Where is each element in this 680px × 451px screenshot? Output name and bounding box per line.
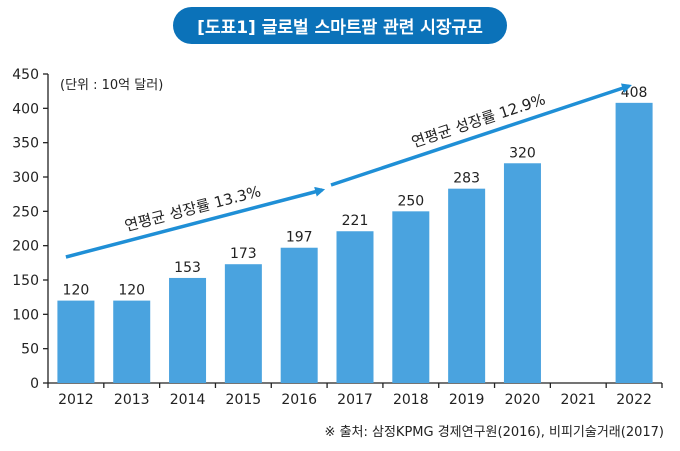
y-tick-label: 200 bbox=[12, 239, 39, 255]
x-tick-label: 2013 bbox=[114, 392, 150, 408]
x-tick-label: 2018 bbox=[393, 392, 429, 408]
growth-arrow bbox=[65, 186, 326, 259]
bar-2022 bbox=[615, 102, 653, 383]
y-tick-label: 350 bbox=[12, 136, 39, 152]
bar-2015 bbox=[224, 264, 262, 383]
data-label-2016: 197 bbox=[286, 230, 313, 246]
bar-2018 bbox=[392, 211, 430, 383]
chart-title: [도표1] 글로벌 스마트팜 관련 시장규모 bbox=[173, 7, 507, 44]
y-tick-label: 0 bbox=[30, 376, 39, 392]
growth-arrow bbox=[330, 83, 632, 187]
bar-2014 bbox=[169, 277, 207, 383]
data-label-2014: 153 bbox=[174, 260, 201, 276]
bar-2016 bbox=[280, 247, 318, 383]
y-tick-label: 300 bbox=[12, 170, 39, 186]
x-tick-label: 2012 bbox=[58, 392, 94, 408]
bar-2020 bbox=[503, 163, 541, 383]
x-tick-label: 2014 bbox=[170, 392, 206, 408]
bar-2019 bbox=[448, 188, 486, 383]
data-label-2020: 320 bbox=[509, 145, 536, 161]
data-label-2015: 173 bbox=[230, 246, 257, 262]
bar-2013 bbox=[113, 300, 151, 383]
x-tick-label: 2019 bbox=[449, 392, 485, 408]
x-tick-label: 2022 bbox=[616, 392, 652, 408]
data-label-2017: 221 bbox=[342, 213, 369, 229]
y-tick-label: 450 bbox=[12, 67, 39, 83]
data-label-2012: 120 bbox=[63, 283, 90, 299]
y-tick-label: 400 bbox=[12, 101, 39, 117]
y-axis: 0 50 100 150 200 250 300 350 400 450 bbox=[12, 67, 49, 392]
data-label-2018: 250 bbox=[397, 193, 424, 209]
y-tick-label: 100 bbox=[12, 307, 39, 323]
x-tick-label: 2017 bbox=[337, 392, 373, 408]
data-label-2019: 283 bbox=[453, 171, 480, 187]
source-note: ※ 출처: 삼정KPMG 경제연구원(2016), 비피기술거래(2017) bbox=[324, 425, 664, 440]
x-tick-label: 2020 bbox=[505, 392, 541, 408]
bar-2012 bbox=[57, 300, 95, 383]
x-tick-label: 2016 bbox=[281, 392, 317, 408]
bar-2017 bbox=[336, 231, 374, 383]
x-tick-label: 2015 bbox=[226, 392, 262, 408]
y-tick-label: 50 bbox=[21, 342, 39, 358]
growth-rate-label: 연평균 성장률 13.3% bbox=[123, 182, 263, 235]
y-tick-label: 250 bbox=[12, 204, 39, 220]
x-tick-label: 2021 bbox=[560, 392, 596, 408]
x-axis: 2012 2013 2014 2015 2016 2017 2018 2019 2020 2021… bbox=[47, 382, 663, 408]
data-label-2013: 120 bbox=[118, 283, 145, 299]
unit-label: (단위 : 10억 달러) bbox=[60, 78, 163, 93]
y-tick-label: 150 bbox=[12, 273, 39, 289]
